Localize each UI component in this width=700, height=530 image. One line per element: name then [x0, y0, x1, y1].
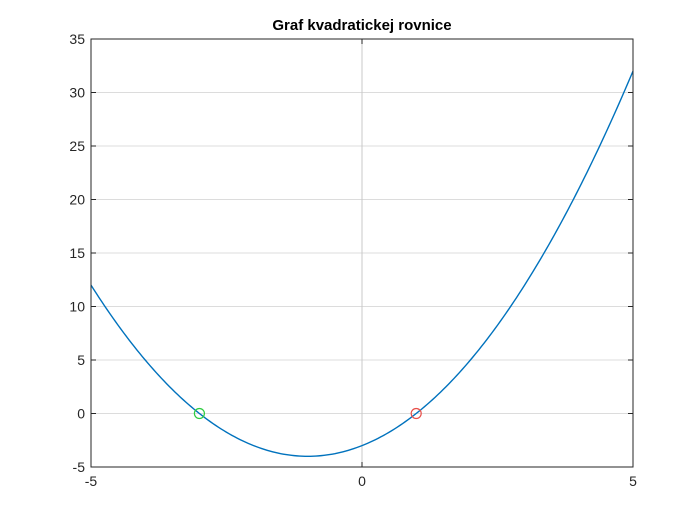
tick-label-layer: -5 0 5 10 15 20 25 30 35 -5 0 5 — [69, 31, 637, 489]
tick-layer — [90, 38, 634, 468]
y-tick-label: 35 — [69, 31, 85, 47]
y-tick-label: 15 — [69, 245, 85, 261]
x-tick-label: 5 — [629, 473, 637, 489]
series-line — [90, 70, 634, 458]
marker-layer — [193, 407, 422, 420]
x-tick-label: 0 — [358, 473, 366, 489]
root-marker — [193, 407, 205, 420]
y-tick-label: 25 — [69, 138, 85, 154]
y-tick-label: 30 — [69, 85, 85, 101]
y-tick-label: 10 — [69, 299, 85, 315]
y-tick-label: -5 — [73, 459, 86, 475]
y-tick-label: 0 — [77, 406, 85, 422]
chart-title: Graf kvadratickej rovnice — [272, 17, 451, 34]
x-tick-label: -5 — [85, 473, 98, 489]
y-tick-label: 5 — [77, 352, 85, 368]
root-marker — [410, 407, 422, 420]
y-tick-label: 20 — [69, 192, 85, 208]
series-layer — [90, 70, 634, 458]
